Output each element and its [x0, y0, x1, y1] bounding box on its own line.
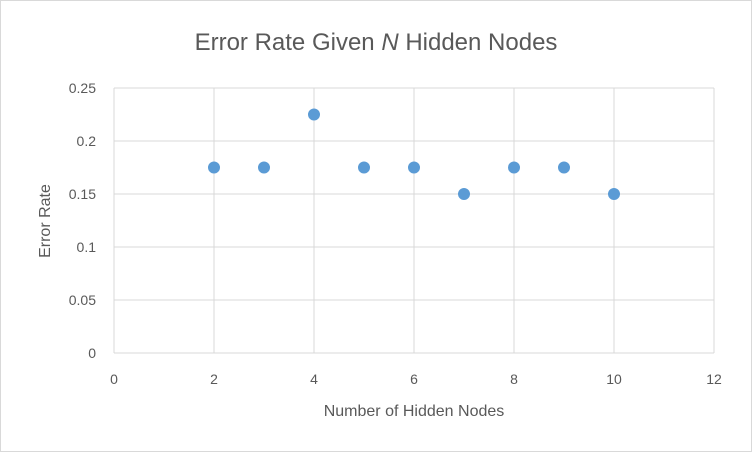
y-tick-label: 0	[88, 345, 96, 361]
x-tick-label: 4	[310, 371, 318, 387]
data-point	[208, 161, 220, 174]
y-tick-label: 0.25	[69, 80, 96, 96]
data-point	[608, 188, 620, 200]
x-axis-ticks: 0 2 4 6 8 10 12	[110, 371, 722, 387]
x-axis-label: Number of Hidden Nodes	[324, 403, 505, 420]
data-point	[408, 161, 420, 174]
data-point	[558, 161, 570, 174]
gridlines	[113, 87, 715, 354]
x-tick-label: 6	[410, 371, 418, 387]
x-tick-label: 8	[510, 371, 518, 387]
y-tick-label: 0.15	[69, 186, 96, 202]
y-axis-label: Error Rate	[37, 184, 54, 258]
y-tick-label: 0.1	[77, 239, 97, 255]
x-tick-label: 12	[706, 371, 722, 387]
x-tick-label: 2	[210, 371, 218, 387]
chart-title: Error Rate Given N Hidden Nodes	[195, 29, 558, 56]
y-tick-label: 0.2	[77, 133, 97, 149]
data-point	[358, 161, 370, 174]
y-axis-ticks: 0 0.05 0.1 0.15 0.2 0.25	[69, 80, 96, 361]
y-tick-label: 0.05	[69, 292, 96, 308]
x-tick-label: 0	[110, 371, 118, 387]
data-point	[508, 161, 520, 174]
data-point	[458, 188, 470, 200]
data-points	[208, 108, 620, 200]
data-point	[308, 108, 320, 121]
data-point	[258, 161, 270, 174]
x-tick-label: 10	[606, 371, 622, 387]
